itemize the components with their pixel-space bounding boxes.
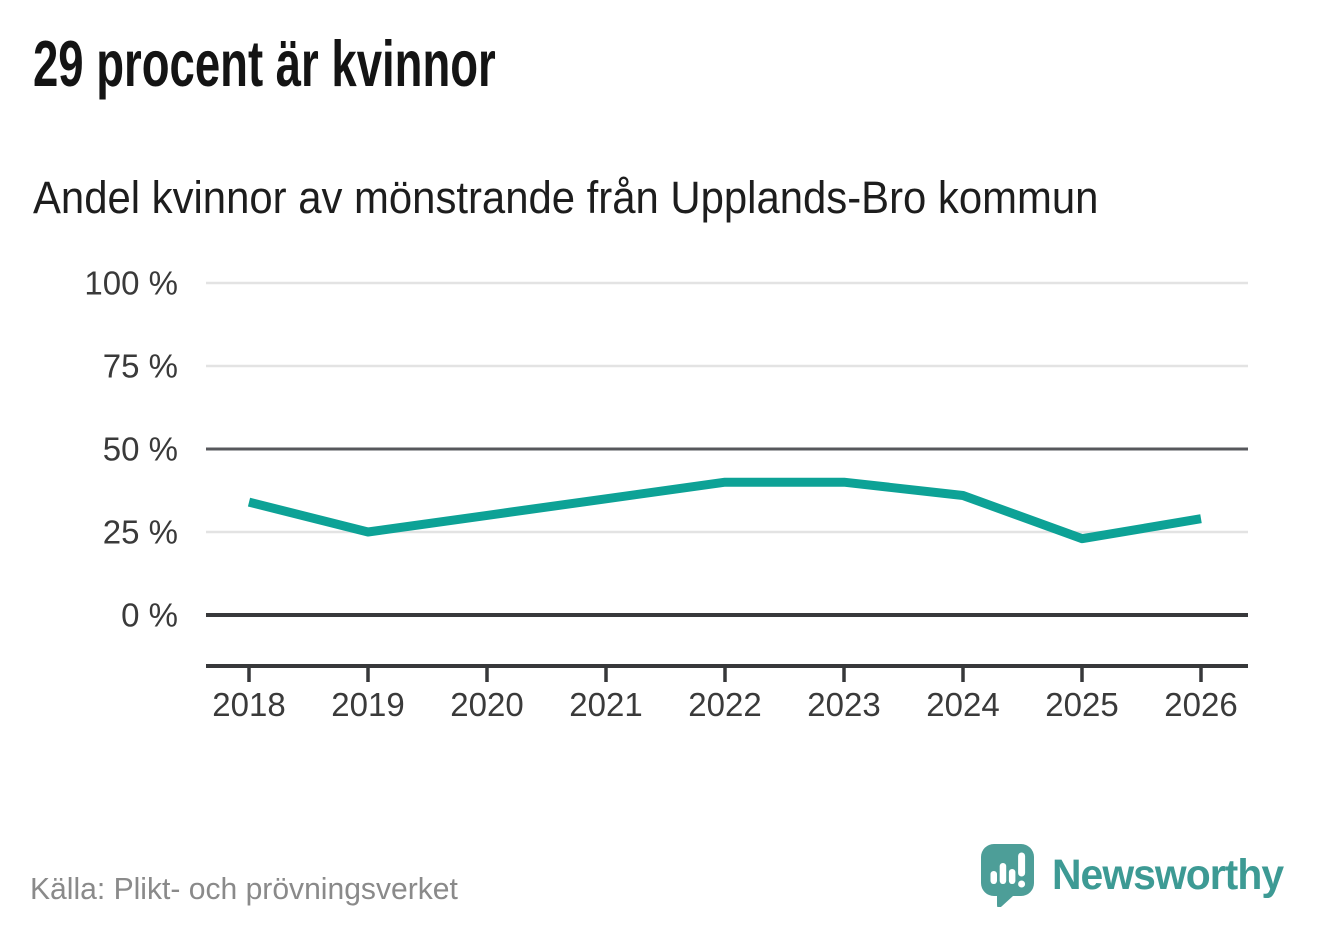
- x-axis-label: 2018: [212, 686, 285, 723]
- chart-headline: 29 procent är kvinnor: [33, 27, 496, 100]
- chart-subtitle: Andel kvinnor av mönstrande från Uppland…: [33, 172, 1099, 223]
- y-axis-label: 100 %: [84, 265, 178, 302]
- x-axis-label: 2020: [450, 686, 523, 723]
- x-axis-label: 2019: [331, 686, 404, 723]
- x-axis-label: 2022: [688, 686, 761, 723]
- y-axis-label: 0 %: [121, 597, 178, 634]
- x-axis-label: 2021: [569, 686, 642, 723]
- newsworthy-logo-text: Newsworthy: [1052, 851, 1284, 899]
- y-axis-label: 75 %: [103, 348, 178, 385]
- data-line-andel-kvinnor: [247, 477, 1202, 544]
- y-axis-label: 50 %: [103, 431, 178, 468]
- x-axis-label: 2025: [1045, 686, 1118, 723]
- x-axis-label: 2023: [807, 686, 880, 723]
- x-axis-label: 2024: [926, 686, 999, 723]
- x-axis-label: 2026: [1164, 686, 1237, 723]
- source-attribution: Källa: Plikt- och prövningsverket: [30, 871, 458, 906]
- newsworthy-logo: Newsworthy: [981, 844, 1295, 907]
- newsworthy-logo-icon: [981, 844, 1034, 907]
- y-axis-label: 25 %: [103, 514, 178, 551]
